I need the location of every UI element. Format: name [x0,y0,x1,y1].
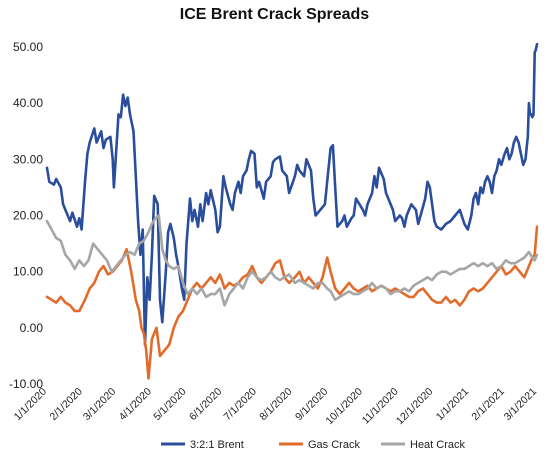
y-tick-label: 30.00 [13,152,43,166]
x-tick-label: 7/1/2020 [222,386,259,423]
chart-title: ICE Brent Crack Spreads [179,6,370,23]
x-tick-label: 8/1/2020 [257,386,294,423]
y-tick-label: -10.00 [9,377,43,391]
series-line-3-2-1-brent [45,42,539,346]
x-tick-label: 4/1/2020 [117,386,154,423]
x-tick-label: 12/1/2020 [394,386,436,428]
y-tick-label: 10.00 [13,265,43,279]
y-tick-label: 50.00 [13,40,43,54]
x-tick-label: 6/1/2020 [187,386,224,423]
x-tick-label: 5/1/2020 [151,386,188,423]
legend-label: 3:2:1 Brent [190,439,244,451]
y-tick-label: 20.00 [13,209,43,223]
series-line-heat-crack [45,214,539,307]
x-tick-label: 1/1/2021 [434,386,471,423]
y-tick-label: 40.00 [13,96,43,110]
y-tick-label: 0.00 [20,321,44,335]
x-tick-label: 1/1/2020 [12,386,49,423]
x-tick-label: 2/1/2020 [47,386,84,423]
legend-label: Gas Crack [308,439,360,451]
x-tick-label: 10/1/2020 [324,386,366,428]
x-tick-label: 3/1/2021 [502,386,539,423]
legend-label: Heat Crack [410,439,466,451]
x-tick-label: 3/1/2020 [81,386,118,423]
x-tick-label: 2/1/2021 [469,386,506,423]
series-line-gas-crack [45,225,539,380]
